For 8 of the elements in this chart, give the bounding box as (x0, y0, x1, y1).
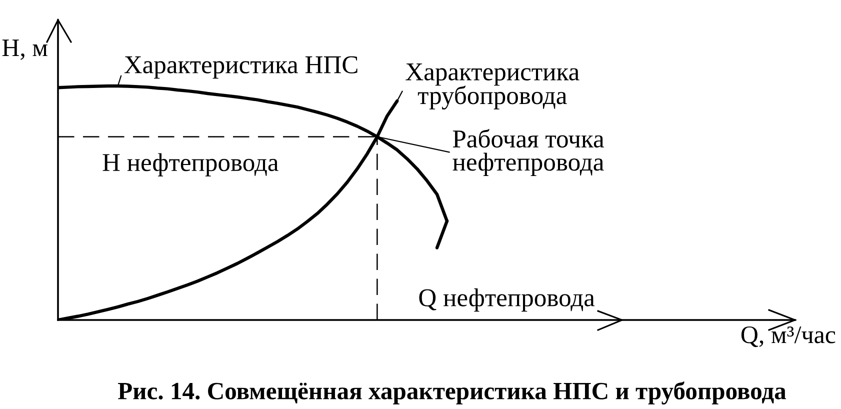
y-axis-title: H, м (2, 40, 48, 60)
legend-label: Характеристика трубопровода (406, 63, 580, 110)
legend-label: Характеристика НПС (124, 56, 358, 79)
text: Рабочая точка нефтепровода (452, 129, 604, 176)
text: Q нефтепровода (419, 288, 595, 312)
text: Q, м³/час (741, 326, 836, 348)
ref-line-label: H нефтепровода (102, 153, 278, 176)
text: Рис. 14. Совмещённая характеристика НПС и трубопровода (118, 382, 786, 404)
